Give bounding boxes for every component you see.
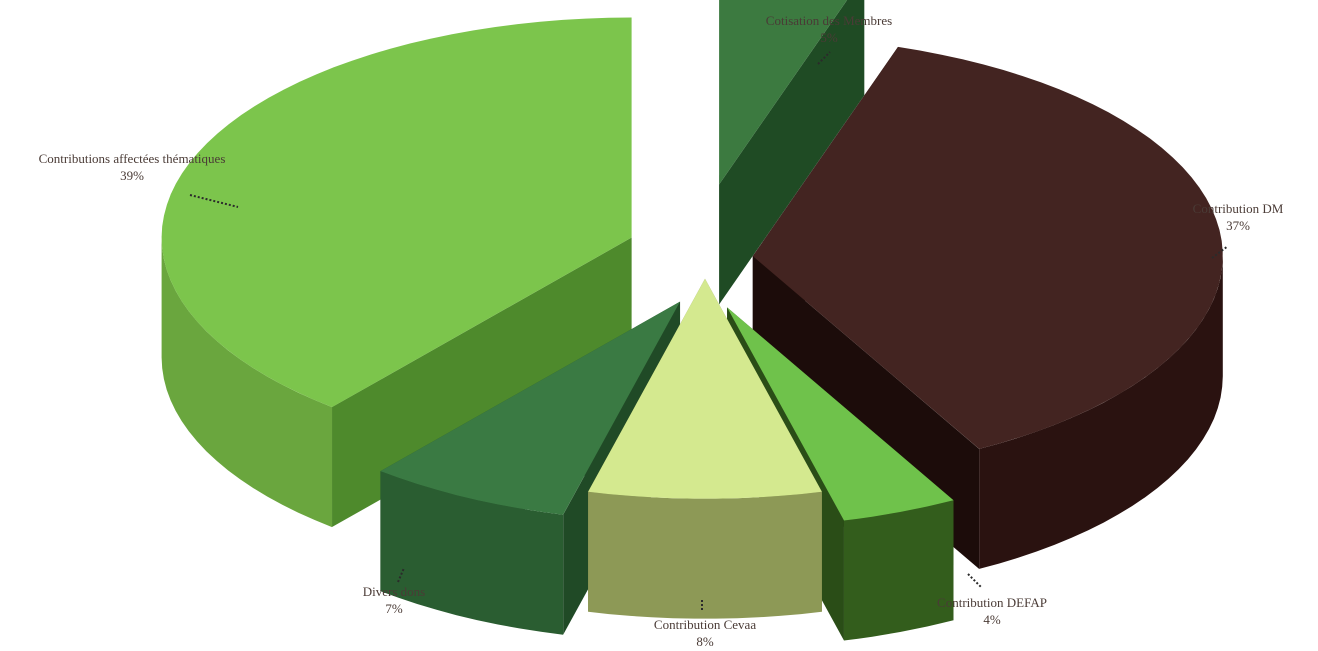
- slice-contribution-dm: [752, 46, 1223, 569]
- label-contribution-defap: Contribution DEFAP 4%: [937, 594, 1047, 628]
- slice-percent: 37%: [1226, 218, 1250, 233]
- leader-line-divers-dons: [397, 567, 405, 583]
- label-contribution-cevaa: Contribution Cevaa 8%: [654, 616, 756, 650]
- slices-layer: [161, 0, 1223, 641]
- slice-label-text: Contribution Cevaa: [653, 617, 757, 632]
- leader-line-cotisation-des-membres: [817, 51, 831, 65]
- slice-percent: 8%: [696, 634, 714, 649]
- slice-wall-start: [332, 237, 632, 528]
- slice-side: [588, 491, 822, 619]
- slice-label-text: Divers dons: [362, 584, 426, 599]
- slice-top: [719, 0, 848, 185]
- slice-label-text: Cotisation des Membres: [765, 13, 893, 28]
- leader-lines: [189, 51, 1229, 612]
- slice-contributions-affectees-thematiques: [161, 17, 632, 528]
- slice-label-text: Contribution DM: [1192, 201, 1284, 216]
- slice-top: [752, 46, 1223, 449]
- slice-label-text: Contributions affectées thématiques: [38, 151, 226, 166]
- slice-top: [588, 278, 822, 499]
- label-divers-dons: Divers dons 7%: [363, 583, 425, 617]
- slice-label-text: Contribution DEFAP: [937, 595, 1047, 610]
- label-contributions-affectees-thematiques: Contributions affectées thématiques 39%: [39, 150, 226, 184]
- slice-side: [979, 256, 1223, 569]
- slice-top: [380, 301, 681, 515]
- slice-percent: 7%: [385, 601, 403, 616]
- slice-percent: 4%: [983, 612, 1001, 627]
- leader-line-contribution-dm: [1211, 245, 1229, 259]
- label-cotisation-des-membres: Cotisation des Membres 5%: [766, 12, 892, 46]
- slice-top: [727, 307, 954, 521]
- slice-side: [161, 237, 332, 528]
- leader-line-contribution-defap: [967, 573, 983, 589]
- slice-contribution-cevaa: [588, 278, 822, 619]
- slice-percent: 39%: [120, 168, 144, 183]
- slice-percent: 5%: [820, 30, 838, 45]
- slice-wall-end: [719, 0, 865, 305]
- label-contribution-dm: Contribution DM 37%: [1193, 200, 1284, 234]
- leader-line-contributions-affectees-thematiques: [189, 194, 239, 208]
- slice-side: [380, 471, 564, 635]
- slice-cotisation-des-membres: [719, 0, 865, 305]
- slice-top: [161, 17, 632, 408]
- slice-side: [844, 500, 954, 641]
